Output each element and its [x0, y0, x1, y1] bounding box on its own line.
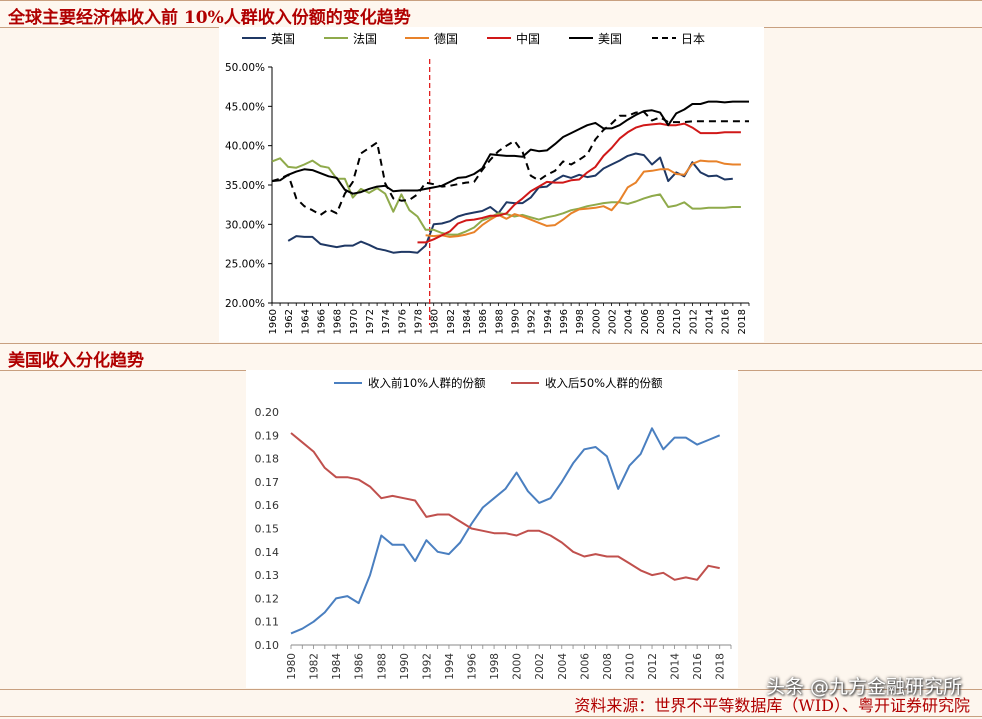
x-tick-label: 1966 — [317, 309, 328, 334]
y-tick-label: 0.15 — [255, 523, 280, 536]
x-tick-label: 1990 — [399, 653, 411, 680]
x-tick-label: 2016 — [721, 309, 732, 334]
x-tick-label: 2004 — [557, 653, 569, 680]
legend-label: 美国 — [598, 32, 622, 46]
legend-label: 收入前10%人群的份额 — [368, 376, 486, 390]
x-tick-label: 2008 — [602, 653, 614, 680]
series-line-德国 — [425, 159, 741, 238]
y-tick-label: 45.00% — [225, 101, 265, 113]
legend-label: 中国 — [516, 31, 540, 46]
x-tick-label: 1964 — [300, 309, 311, 334]
footer-rule — [0, 689, 982, 690]
x-tick-label: 2014 — [670, 653, 682, 680]
y-tick-label: 0.13 — [255, 569, 280, 582]
x-tick-label: 1980 — [430, 309, 441, 334]
y-tick-label: 0.18 — [255, 453, 280, 466]
x-tick-label: 1976 — [397, 309, 408, 334]
legend-label: 英国 — [271, 32, 295, 46]
y-tick-label: 0.20 — [255, 406, 280, 419]
x-tick-label: 1982 — [446, 309, 457, 334]
x-tick-label: 2010 — [672, 309, 683, 334]
legend-label: 法国 — [353, 32, 377, 46]
x-tick-label: 1970 — [349, 309, 360, 334]
source-note: 资料来源：世界不平等数据库（WID）、粤开证券研究院 — [574, 696, 970, 715]
x-tick-label: 1982 — [309, 653, 321, 680]
x-tick-label: 1998 — [575, 309, 586, 334]
chart1-panel: 20.00% 25.00% 30.00% 35.00% 40.00% 45.00% 50.0… — [219, 27, 764, 342]
series-line — [290, 427, 721, 635]
x-tick-label: 2000 — [591, 309, 602, 334]
series-line-美国 — [271, 100, 749, 195]
x-tick-label: 1980 — [286, 653, 298, 680]
series-line-英国 — [287, 152, 733, 254]
chart1-title: 全球主要经济体收入前 10%人群收入份额的变化趋势 — [8, 8, 411, 28]
series-line — [290, 432, 720, 581]
chart1-svg: 20.00% 25.00% 30.00% 35.00% 40.00% 45.00% 50.0… — [225, 31, 750, 334]
legend-label: 收入后50%人群的份额 — [545, 376, 663, 390]
x-tick-label: 1990 — [511, 309, 522, 334]
x-tick-label: 2002 — [534, 653, 546, 680]
x-tick-label: 2010 — [624, 653, 636, 680]
x-tick-label: 2012 — [647, 653, 659, 680]
x-tick-label: 2016 — [692, 653, 704, 680]
y-tick-label: 20.00% — [225, 298, 265, 310]
x-tick-label: 2002 — [608, 309, 619, 334]
x-tick-label: 1974 — [381, 309, 392, 334]
x-tick-label: 1962 — [284, 309, 295, 334]
y-tick-label: 50.00% — [225, 62, 265, 74]
x-tick-label: 1988 — [376, 653, 388, 680]
x-tick-label: 2006 — [579, 653, 591, 680]
series-line-日本 — [271, 110, 749, 216]
x-tick-label: 1996 — [559, 309, 570, 334]
x-tick-label: 1968 — [333, 309, 344, 334]
x-tick-label: 1992 — [421, 653, 433, 680]
x-tick-label: 2008 — [656, 309, 667, 334]
x-tick-label: 1978 — [414, 309, 425, 334]
x-tick-label: 1972 — [365, 309, 376, 334]
x-tick-label: 2012 — [688, 309, 699, 334]
x-tick-label: 1986 — [478, 309, 489, 334]
legend-label: 德国 — [434, 31, 458, 46]
series-line-中国 — [417, 122, 741, 244]
x-tick-label: 1996 — [467, 653, 479, 680]
x-tick-label: 1960 — [268, 309, 279, 334]
x-tick-label: 2014 — [705, 309, 716, 334]
y-tick-label: 0.14 — [255, 546, 280, 559]
footer-bottom-rule — [0, 716, 982, 717]
y-tick-label: 0.12 — [255, 592, 280, 605]
y-tick-label: 0.10 — [255, 639, 280, 652]
y-tick-label: 0.19 — [255, 429, 280, 442]
x-tick-label: 2006 — [640, 309, 651, 334]
y-tick-label: 0.16 — [255, 499, 280, 512]
y-tick-label: 30.00% — [225, 219, 265, 231]
y-tick-label: 25.00% — [225, 259, 265, 271]
y-tick-label: 0.11 — [255, 616, 280, 629]
x-tick-label: 1994 — [543, 309, 554, 334]
x-tick-label: 2004 — [624, 309, 635, 334]
y-tick-label: 35.00% — [225, 180, 265, 192]
chart2-panel: 0.10 0.11 0.12 0.13 0.14 0.15 0.16 0.17 0.18 0.19… — [246, 370, 738, 688]
x-tick-label: 1994 — [444, 653, 456, 680]
x-tick-label: 2018 — [737, 309, 748, 334]
x-tick-label: 1992 — [527, 309, 538, 334]
x-tick-label: 2000 — [512, 653, 524, 680]
x-tick-label: 1998 — [489, 653, 501, 680]
y-tick-label: 40.00% — [225, 141, 265, 153]
x-tick-label: 1984 — [331, 653, 343, 680]
x-tick-label: 1988 — [494, 309, 505, 334]
x-tick-label: 1984 — [462, 309, 473, 334]
x-tick-label: 2018 — [715, 653, 727, 680]
watermark: 头条 @九方金融研究所 — [765, 676, 962, 698]
x-tick-label: 1986 — [354, 653, 366, 680]
chart2-title-bar: 美国收入分化趋势 — [0, 343, 982, 371]
chart2-title: 美国收入分化趋势 — [8, 351, 144, 371]
chart1-title-bar: 全球主要经济体收入前 10%人群收入份额的变化趋势 — [0, 0, 982, 28]
legend-label: 日本 — [681, 32, 705, 46]
y-tick-label: 0.17 — [255, 476, 280, 489]
chart2-svg: 0.10 0.11 0.12 0.13 0.14 0.15 0.16 0.17 0.18 0.19… — [255, 376, 732, 680]
